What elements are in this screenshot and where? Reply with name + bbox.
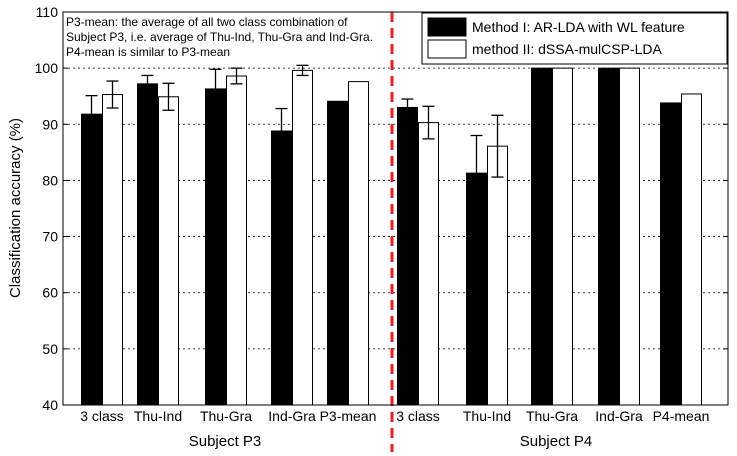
- x-tick-label-8: Thu-Gra: [526, 408, 578, 424]
- y-tick-label-60: 60: [42, 285, 58, 301]
- group-labels: Subject P3 Subject P4: [189, 433, 593, 450]
- y-axis-ticks: 40 50 60 70 80 90 100 110: [35, 4, 728, 413]
- y-tick-label-100: 100: [35, 60, 59, 76]
- bar-series-2-cat-9: [619, 67, 640, 406]
- legend-swatch-method-2: [427, 39, 467, 59]
- bar-series-1-cat-2: [137, 83, 158, 406]
- bar-series-1-cat-5: [327, 100, 348, 406]
- y-tick-label-40: 40: [42, 397, 58, 413]
- y-tick-label-110: 110: [36, 4, 59, 20]
- x-tick-label-2: Thu-Ind: [134, 408, 182, 424]
- annotation-line-1: P3-mean: the average of all two class co…: [66, 15, 348, 29]
- legend-swatch-method-1: [427, 17, 467, 37]
- x-tick-label-10: P4-mean: [653, 408, 710, 424]
- y-tick-label-80: 80: [42, 172, 58, 188]
- x-tick-label-6: 3 class: [396, 408, 440, 424]
- error-bars: [85, 64, 504, 212]
- x-tick-label-3: Thu-Gra: [200, 408, 252, 424]
- plot-frame: [62, 11, 729, 406]
- bar-series-2-cat-5: [348, 81, 369, 406]
- bar-series-2-cat-3: [226, 75, 247, 406]
- bar-series-1-cat-9: [598, 67, 619, 406]
- legend-label-method-2: method II: dSSA-mulCSP-LDA: [472, 41, 663, 57]
- group-label-2: Subject P4: [520, 433, 593, 450]
- bar-series-1-cat-6: [397, 106, 418, 406]
- bar-series-1-cat-4: [271, 130, 292, 406]
- bar-series-2-cat-4: [292, 69, 313, 406]
- annotation-line-2: Subject P3, i.e. average of Thu-Ind, Thu…: [66, 30, 373, 44]
- x-tick-label-1: 3 class: [80, 408, 124, 424]
- bar-series-2-cat-6: [418, 122, 439, 406]
- bar-series-2-cat-1: [102, 94, 123, 406]
- y-tick-label-70: 70: [42, 229, 58, 245]
- annotation-note: P3-mean: the average of all two class co…: [66, 15, 373, 59]
- y-tick-label-50: 50: [42, 341, 58, 357]
- x-axis-ticks: 3 class Thu-Ind Thu-Gra Ind-Gra P3-mean 3 cla…: [80, 408, 709, 424]
- bar-series-2-cat-8: [552, 67, 573, 406]
- bar-series-1-cat-10: [660, 102, 681, 406]
- legend-label-method-1: Method I: AR-LDA with WL feature: [472, 19, 685, 35]
- legend: Method I: AR-LDA with WL feature method …: [421, 12, 728, 65]
- x-tick-label-4: Ind-Gra: [268, 408, 316, 424]
- bar-series-1-cat-8: [531, 67, 552, 406]
- bar-series-2-cat-2: [158, 96, 179, 406]
- x-tick-label-7: Thu-Ind: [463, 408, 511, 424]
- bar-series-1-cat-1: [81, 113, 102, 406]
- annotation-line-3: P4-mean is similar to P3-mean: [66, 45, 230, 59]
- bar-series-2-cat-7: [487, 145, 508, 406]
- bar-series-2-cat-10: [681, 93, 702, 406]
- x-tick-label-5: P3-mean: [320, 408, 377, 424]
- x-tick-label-9: Ind-Gra: [595, 408, 643, 424]
- group-label-1: Subject P3: [189, 433, 262, 450]
- y-tick-label-90: 90: [42, 116, 58, 132]
- legend-box: [421, 12, 728, 65]
- bar-series-1-cat-3: [205, 88, 226, 406]
- y-axis-label: Classification accuracy (%): [7, 118, 24, 298]
